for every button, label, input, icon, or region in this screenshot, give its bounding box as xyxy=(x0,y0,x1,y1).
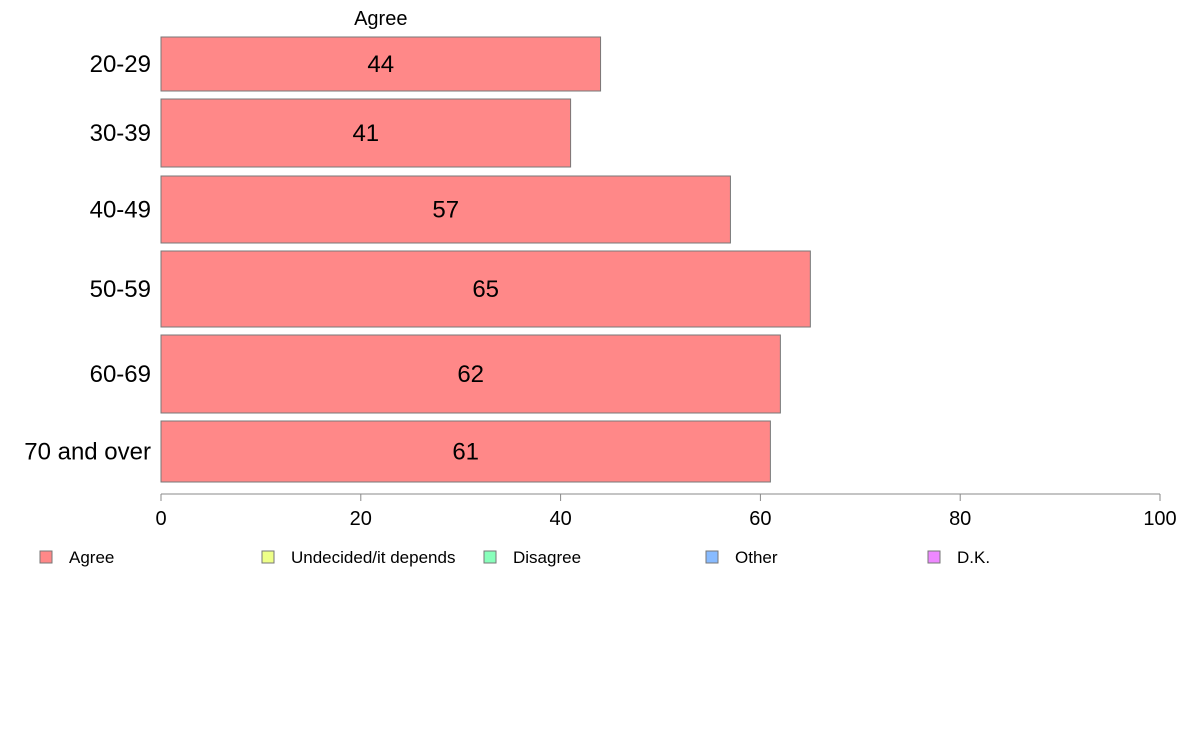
legend-swatch xyxy=(927,550,941,564)
bar xyxy=(160,334,781,414)
value-label: 41 xyxy=(352,120,379,147)
legend-swatch xyxy=(483,550,497,564)
value-label: 65 xyxy=(472,276,499,303)
x-tick-label: 100 xyxy=(1143,508,1176,530)
category-label: 20-29 xyxy=(90,51,151,78)
x-tick-label: 40 xyxy=(549,508,571,530)
value-label: 61 xyxy=(452,439,479,466)
bar xyxy=(160,250,811,328)
legend-label: Disagree xyxy=(513,548,581,567)
legend-swatch xyxy=(705,550,719,564)
legend: Agree Undecided/it depends Disagree Other D.… xyxy=(39,548,990,567)
value-label: 44 xyxy=(367,51,394,78)
category-label: 50-59 xyxy=(90,276,151,303)
bar xyxy=(160,175,731,244)
legend-swatch xyxy=(261,550,275,564)
value-label: 62 xyxy=(457,361,484,388)
category-label: 70 and over xyxy=(24,439,151,466)
legend-swatch xyxy=(39,550,53,564)
legend-label: D.K. xyxy=(957,548,990,567)
category-label: 40-49 xyxy=(90,197,151,224)
x-tick-label: 80 xyxy=(949,508,971,530)
category-label: 60-69 xyxy=(90,361,151,388)
bar xyxy=(160,36,602,92)
legend-label: Agree xyxy=(69,548,114,567)
x-axis: 0 20 40 60 80 100 xyxy=(155,493,1177,530)
category-label: 30-39 xyxy=(90,120,151,147)
value-label: 57 xyxy=(432,197,459,224)
bar xyxy=(160,420,771,483)
legend-label: Other xyxy=(735,548,778,567)
x-tick-label: 60 xyxy=(749,508,771,530)
x-tick-label: 20 xyxy=(350,508,372,530)
bars-group: 20-29 44 30-39 41 40-49 57 50-59 65 60-69 62 70 an… xyxy=(24,36,811,483)
legend-label: Undecided/it depends xyxy=(291,548,455,567)
bar xyxy=(160,98,572,168)
segment-header: Agree xyxy=(354,8,407,30)
x-tick-label: 0 xyxy=(155,508,166,530)
